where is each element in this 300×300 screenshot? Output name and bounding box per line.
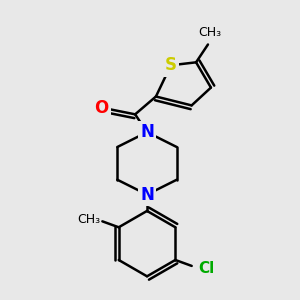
Text: S: S [165, 56, 177, 74]
Text: O: O [94, 99, 108, 117]
Text: CH₃: CH₃ [198, 26, 221, 39]
Text: N: N [140, 186, 154, 204]
Text: CH₃: CH₃ [77, 213, 100, 226]
Text: Cl: Cl [198, 261, 214, 276]
Text: N: N [140, 123, 154, 141]
